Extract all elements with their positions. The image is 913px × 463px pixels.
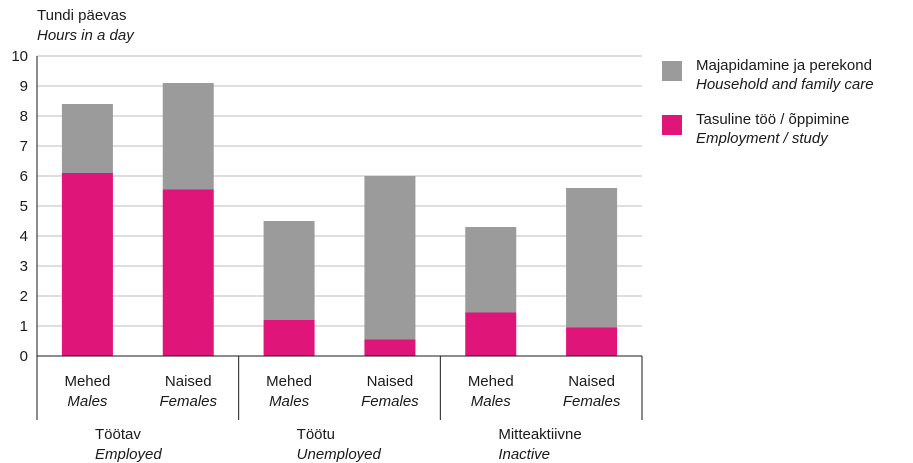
- x-tick-label-en: Males: [67, 393, 108, 410]
- group-label-en: Unemployed: [297, 446, 382, 463]
- y-tick-label: 2: [20, 288, 28, 305]
- group-label-en: Inactive: [498, 446, 550, 463]
- bar-household: [162, 83, 214, 190]
- x-tick-label: Mehed: [468, 373, 514, 390]
- bar-household: [263, 221, 315, 320]
- legend-label-employment-en: Employment / study: [696, 130, 828, 147]
- bar-household: [364, 176, 416, 340]
- legend-label-household: Majapidamine ja perekond: [696, 57, 872, 74]
- legend-swatch-employment: [662, 115, 682, 135]
- bar-household: [465, 227, 517, 313]
- x-tick-label-en: Females: [563, 393, 621, 410]
- x-tick-label-en: Males: [269, 393, 310, 410]
- x-tick-label: Naised: [165, 373, 212, 390]
- y-tick-label: 6: [20, 168, 28, 185]
- bar-employment: [263, 320, 315, 356]
- y-tick-label: 0: [20, 348, 28, 365]
- x-tick-label-en: Females: [159, 393, 217, 410]
- y-tick-label: 5: [20, 198, 28, 215]
- y-tick-label: 9: [20, 78, 28, 95]
- group-label: Töötu: [297, 426, 335, 443]
- x-tick-label: Naised: [367, 373, 414, 390]
- y-tick-label: 7: [20, 138, 28, 155]
- bar-employment: [566, 327, 618, 356]
- legend-swatch-household: [662, 61, 682, 81]
- x-tick-label-en: Females: [361, 393, 419, 410]
- legend-label-household-en: Household and family care: [696, 76, 874, 93]
- bar-employment: [61, 173, 113, 356]
- bar-employment: [364, 339, 416, 356]
- x-tick-label: Naised: [568, 373, 615, 390]
- bar-employment: [162, 189, 214, 356]
- y-tick-label: 8: [20, 108, 28, 125]
- y-axis-title: Tundi päevas: [37, 7, 127, 24]
- y-axis-title-en: Hours in a day: [37, 27, 134, 44]
- y-tick-label: 10: [11, 48, 28, 65]
- x-tick-label: Mehed: [266, 373, 312, 390]
- x-tick-label: Mehed: [64, 373, 110, 390]
- group-label: Mitteaktiivne: [498, 426, 581, 443]
- bar-employment: [465, 312, 517, 356]
- y-tick-label: 3: [20, 258, 28, 275]
- legend-label-employment: Tasuline töö / õppimine: [696, 111, 850, 128]
- group-label-en: Employed: [95, 446, 162, 463]
- bar-household: [61, 104, 113, 173]
- y-tick-label: 4: [20, 228, 28, 245]
- y-tick-label: 1: [20, 318, 28, 335]
- group-label: Töötav: [95, 426, 141, 443]
- x-tick-label-en: Males: [471, 393, 512, 410]
- bar-household: [566, 188, 618, 328]
